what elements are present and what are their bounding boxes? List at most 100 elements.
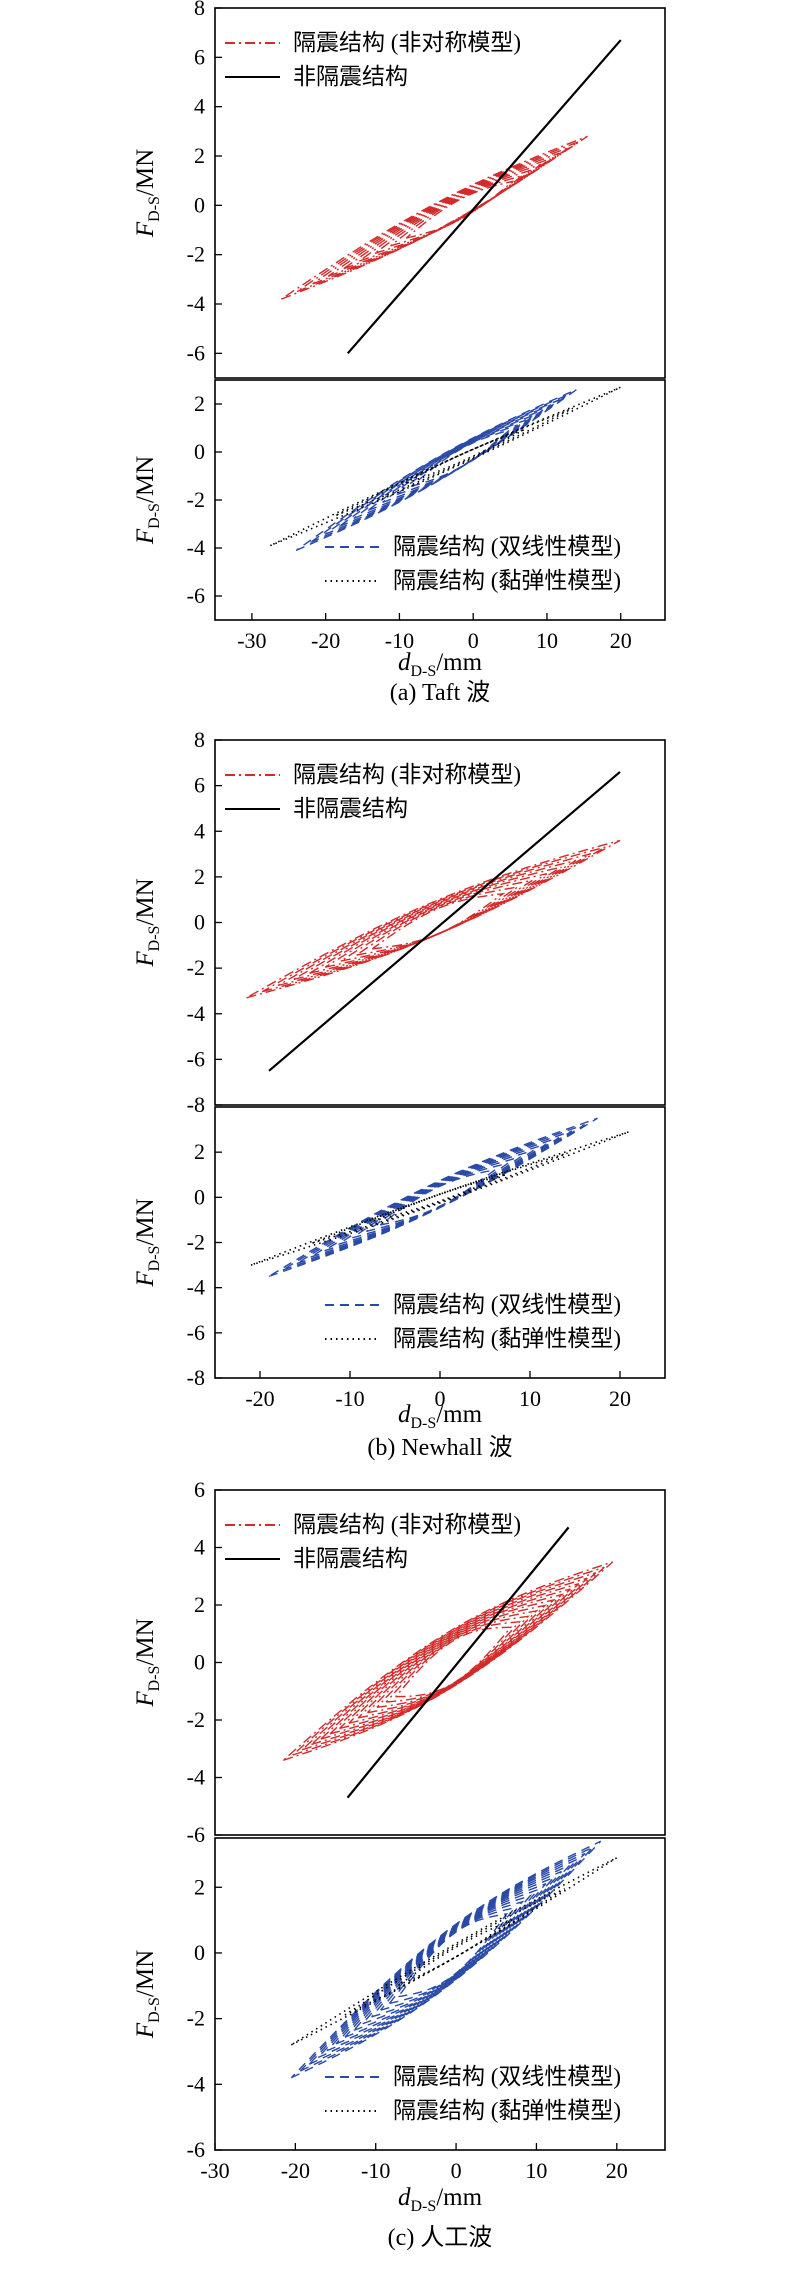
y-tick-label: -2 [187,1707,205,1732]
y-axis-label-unit: /MN [132,456,159,503]
legend-item: 隔震结构 (双线性模型) [325,2064,621,2089]
panel-frame [214,379,666,621]
y-axis-label: FD-S/MN [132,1198,163,1287]
y-tick-label: -4 [187,1275,205,1300]
hysteresis-loop [250,1131,630,1266]
y-tick-label: -6 [187,1046,205,1071]
x-tick-label: 20 [609,1386,631,1411]
y-tick-label: 0 [194,1650,205,1675]
legend-item: 非隔震结构 [225,64,408,89]
hysteresis-loop [268,1117,598,1278]
legend-item: 隔震结构 (双线性模型) [325,1292,621,1317]
y-tick-label: 8 [194,727,205,752]
hysteresis-loop [309,866,562,974]
legend-label: 隔震结构 (非对称模型) [293,762,521,787]
figure-caption: (b) Newhall 波 [367,1434,512,1461]
legend: 隔震结构 (非对称模型) 非隔震结构 [225,762,521,821]
y-tick-label: -2 [187,487,205,512]
y-tick-label: 0 [194,192,205,217]
hysteresis-loop [385,1620,522,1703]
legend-item: 隔震结构 (非对称模型) [225,1512,521,1537]
y-tick-label: -6 [187,1822,205,1847]
panel-a-1: -6 -4 -2 0 2 4 6 8 隔震结构 (非对称模型) 非隔震结构 FD-S/MN [132,0,666,379]
hysteresis-loop [395,1626,513,1698]
hysteresis-loop [380,1900,525,2011]
hysteresis-loop [326,1864,570,2052]
legend-label: 隔震结构 (黏弹性模型) [393,2098,621,2123]
x-tick-label: 0 [468,628,479,653]
hysteresis-loop [320,1583,580,1740]
hysteresis-loop [293,859,577,981]
series-solid [346,39,622,355]
legend-label: 非隔震结构 [293,64,408,89]
x-axis-label: dD-S/mm [398,1401,483,1432]
x-tick-label: -10 [335,1386,364,1411]
hysteresis-loop [282,1561,614,1761]
x-axis-label: dD-S/mm [398,2184,483,2215]
hysteresis-loop [339,1593,565,1730]
legend-item: 隔震结构 (黏弹性模型) [325,568,621,593]
hysteresis-loop [269,386,622,547]
panel-frame [214,739,666,1106]
x-axis-label-unit: /mm [436,2184,482,2211]
hysteresis-loop [282,1124,586,1271]
x-axis-label-main: d [398,1401,411,1428]
series-solid [268,771,621,1072]
y-tick-label: 2 [194,143,205,168]
y-tick-label: -6 [187,340,205,365]
hysteresis-loop [296,141,579,293]
plot-area [281,39,622,355]
x-axis-label-sub: D-S [410,1415,436,1432]
y-axis-label: FD-S/MN [132,1618,163,1707]
hysteresis-loop [290,1840,602,2079]
series-line [268,771,621,1072]
hysteresis-loop [317,1858,578,2059]
hysteresis-loop [348,1598,556,1724]
hysteresis-loop [312,146,570,285]
x-tick-label: -20 [245,1386,274,1411]
legend-item: 隔震结构 (非对称模型) [225,762,521,787]
y-tick-label: -6 [187,583,205,608]
legend-item: 隔震结构 (双线性模型) [325,534,621,559]
y-axis-label-main: F [132,1271,159,1288]
hysteresis-loop [382,419,527,504]
panel-b-1: -8 -6 -4 -2 0 2 4 6 8 隔震结构 (非对称模型) 非隔震结构 FD-S/MN [132,727,666,1117]
legend-label: 隔震结构 (双线性模型) [393,1292,621,1317]
hysteresis-loop [401,428,526,486]
y-tick-label: 0 [194,1940,205,1965]
hysteresis-loop [353,1882,547,2032]
y-axis-label-main: F [132,221,159,238]
y-tick-label: -4 [187,291,205,316]
plot-area [282,1526,614,1799]
hysteresis-loop [379,1169,496,1226]
hysteresis-loop [344,1887,566,2016]
y-axis-label-unit: /MN [132,149,159,196]
y-tick-label: -6 [187,2137,205,2162]
hysteresis-loop [335,1870,563,2045]
plot-area [246,771,621,1072]
plot-area [290,1840,618,2079]
panel-c-2: -6 -4 -2 0 2 隔震结构 (双线性模型) 隔震结构 (黏弹性模型) FD-S/MN [132,1837,666,2162]
hysteresis-loop [329,1588,571,1735]
hysteresis-loop [281,135,588,300]
hysteresis-loop [340,879,533,962]
y-axis-label: FD-S/MN [132,149,163,238]
y-axis-label-main: F [132,2022,159,2039]
x-tick-label: -20 [281,2158,310,2183]
y-tick-label: 0 [194,439,205,464]
y-axis-label-sub: D-S [146,196,163,222]
x-tick-label: -30 [200,2158,229,2183]
y-tick-label: -2 [187,955,205,980]
panel-frame [214,1837,666,2151]
legend-label: 隔震结构 (双线性模型) [393,2064,621,2089]
hysteresis-loop [246,839,621,999]
y-axis-label-sub: D-S [146,1246,163,1272]
legend-item: 隔震结构 (黏弹性模型) [325,2098,621,2123]
hysteresis-loop [310,1577,588,1746]
y-axis-label-main: F [132,951,159,968]
y-tick-label: 2 [194,1592,205,1617]
legend-label: 隔震结构 (双线性模型) [393,534,621,559]
